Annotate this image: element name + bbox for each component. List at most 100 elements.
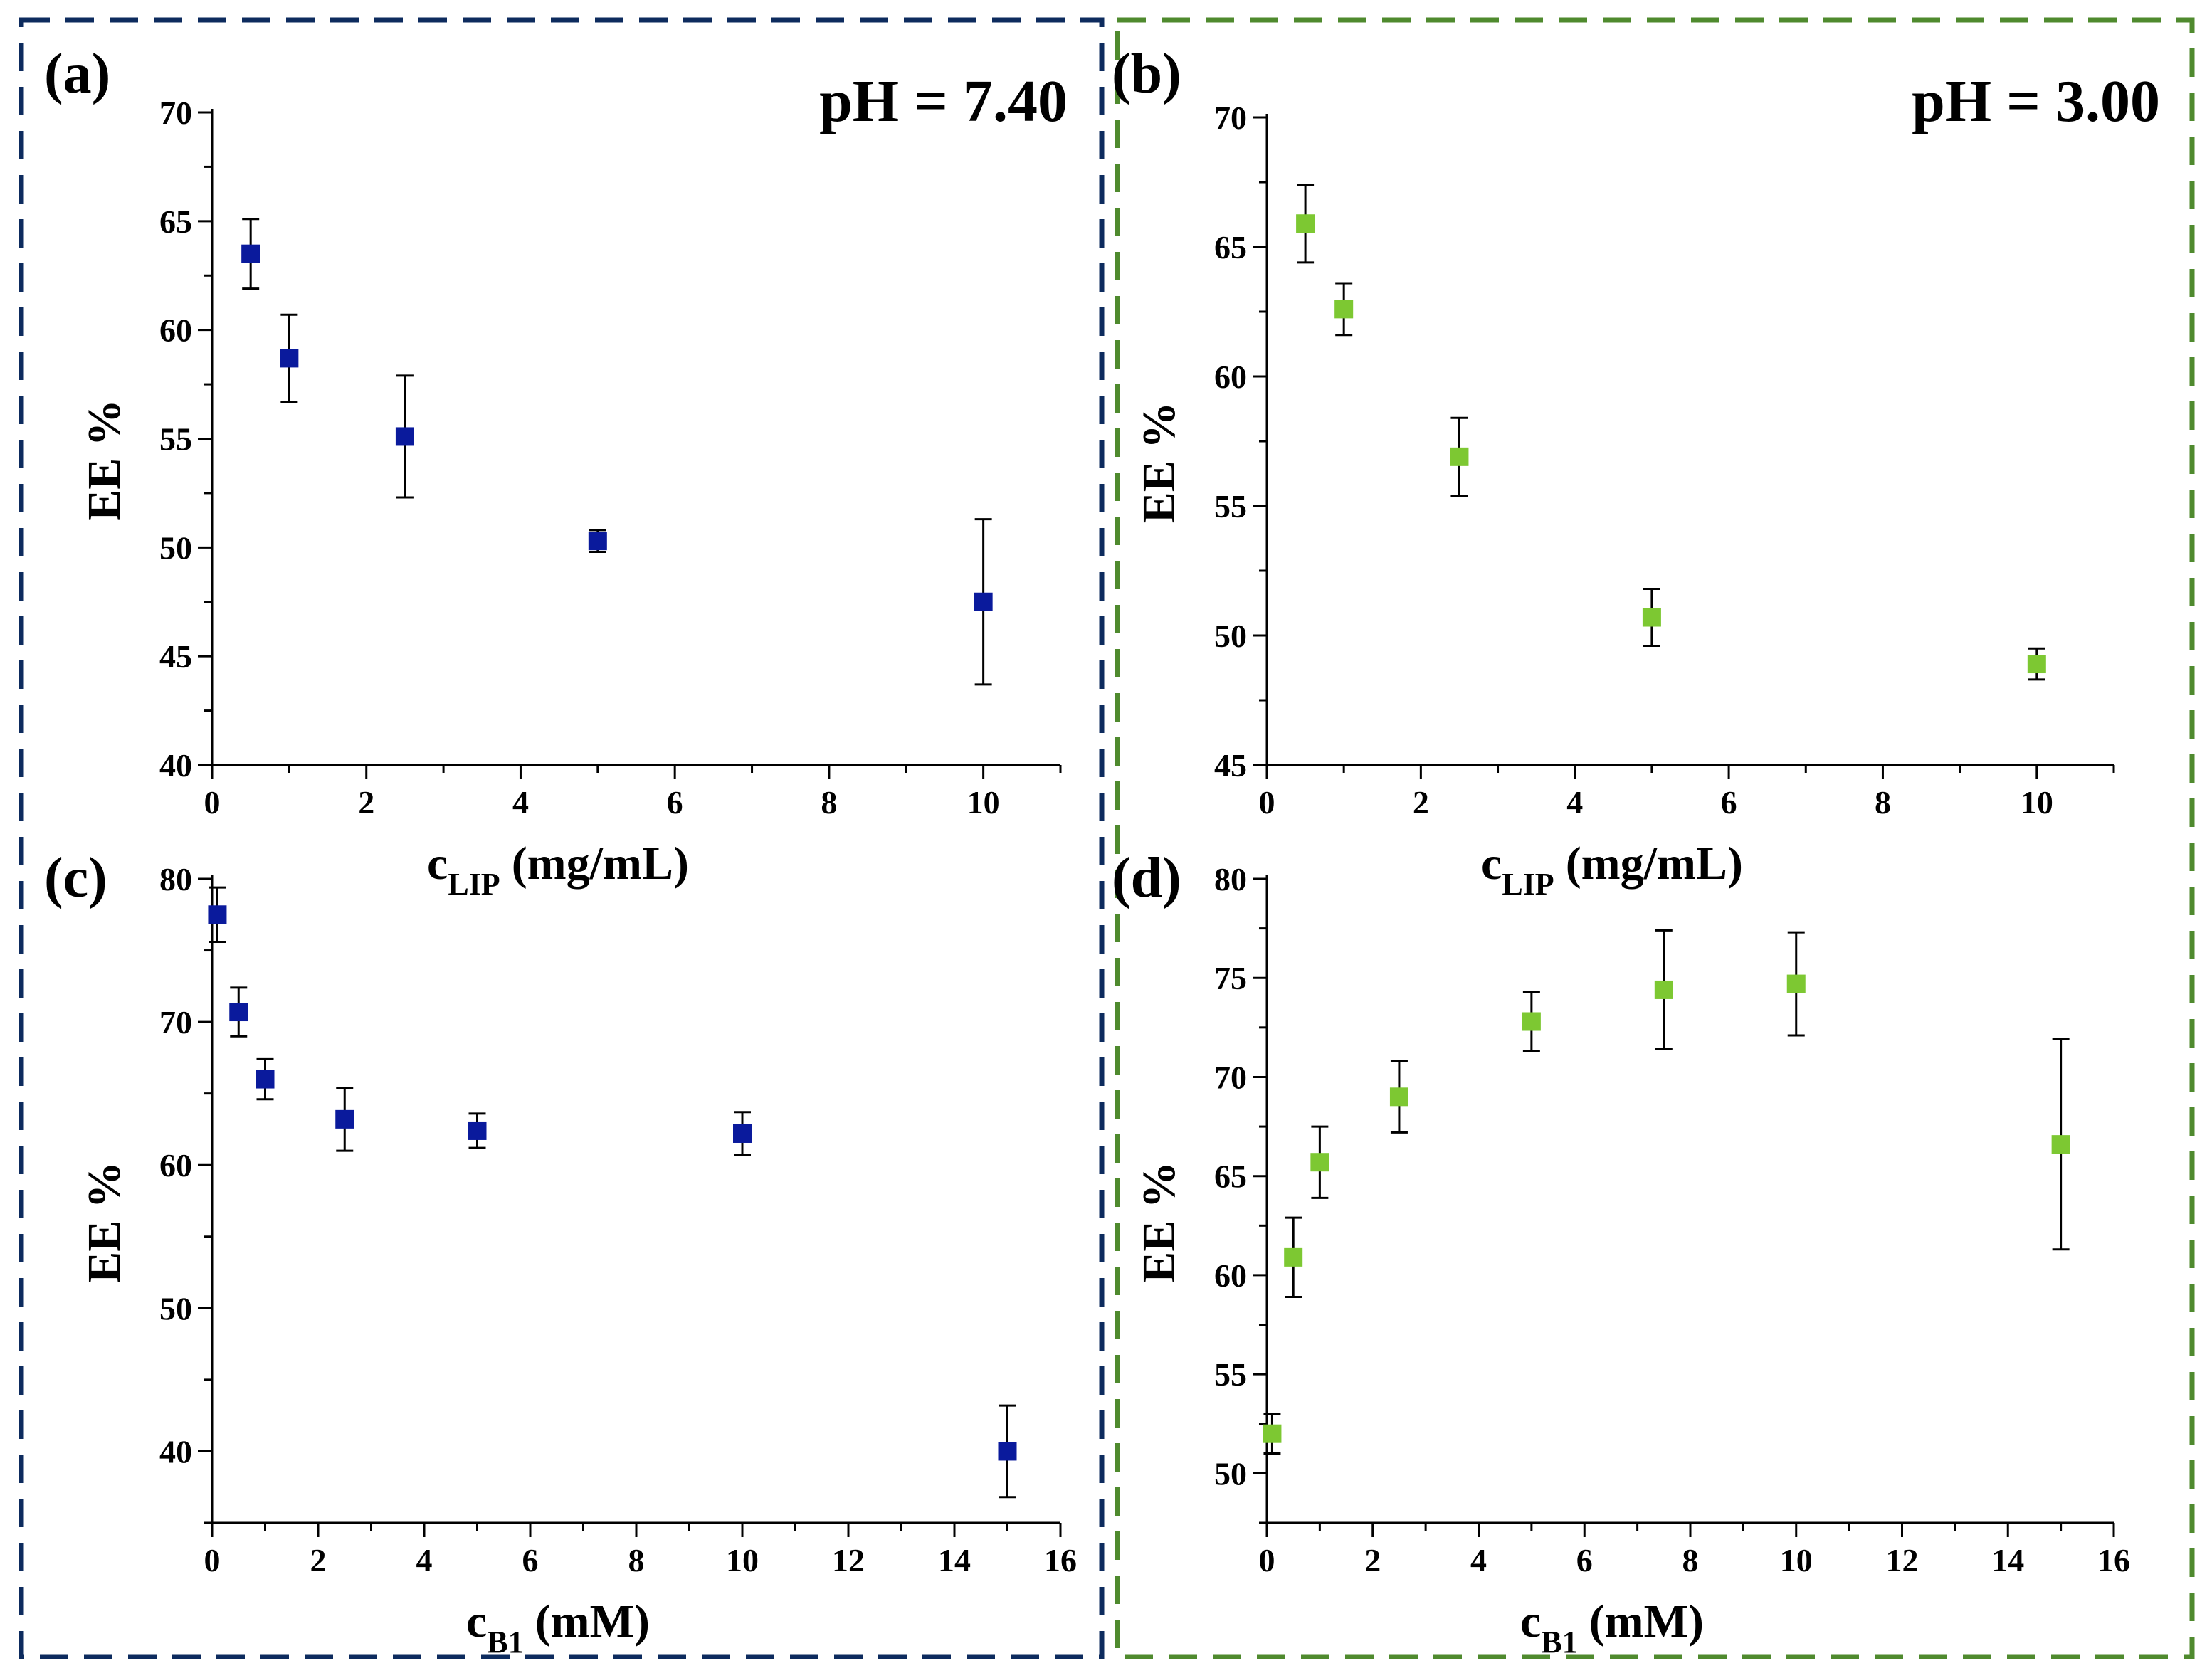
x-axis-label: cLIP (mg/mL) — [1481, 838, 1743, 902]
x-axis-label-sub: B1 — [487, 1625, 523, 1659]
panel-label: (a) — [44, 43, 110, 105]
x-axis-label-unit: (mM) — [1589, 1595, 1704, 1647]
y-tick-label: 70 — [1214, 100, 1247, 136]
x-tick-label: 12 — [1886, 1542, 1919, 1578]
x-axis-label-sub: LIP — [448, 867, 500, 902]
x-axis-label: cB1 (mM) — [466, 1595, 650, 1659]
x-axis-label-main: c — [1481, 838, 1502, 890]
x-axis-label-sub: B1 — [1541, 1625, 1577, 1659]
data-point — [241, 244, 260, 263]
y-tick-label: 50 — [159, 1290, 192, 1326]
panel-c-chart: (c) 40 50 60 70 80 0 2 4 6 8 10 12 14 16 cB1 (mM) EE % — [44, 847, 1077, 1659]
ph30-frame — [1115, 17, 2195, 1659]
y-tick-label: 55 — [1214, 1356, 1247, 1393]
data-point — [1284, 1247, 1303, 1267]
x-tick-label: 8 — [628, 1542, 645, 1578]
data-point — [1522, 1012, 1541, 1031]
x-tick-label: 6 — [1721, 784, 1737, 820]
y-tick-label: 70 — [1214, 1059, 1247, 1095]
data-point — [1654, 980, 1673, 999]
y-tick-label: 70 — [159, 1004, 192, 1040]
y-tick-label: 50 — [159, 529, 192, 566]
panel-a-chart: (a) 40 45 50 55 60 65 70 0 2 4 6 8 10 cLIP (mg/mL) EE % — [44, 43, 1062, 902]
data-point — [468, 1121, 487, 1140]
x-axis-label-unit: (mg/mL) — [512, 838, 689, 890]
x-axis-label-unit: (mM) — [535, 1595, 650, 1647]
x-tick-label: 4 — [1566, 784, 1583, 820]
data-point — [229, 1003, 248, 1022]
x-axis-label-main: c — [427, 838, 448, 890]
data-point — [208, 905, 227, 924]
ph74-label: pH = 7.40 — [819, 68, 1068, 134]
y-tick-label: 55 — [159, 421, 192, 458]
data-point — [588, 532, 607, 551]
x-tick-label: 6 — [522, 1542, 539, 1578]
x-axis-label-sub: LIP — [1502, 867, 1554, 902]
data-point — [1296, 214, 1315, 233]
y-tick-label: 60 — [159, 1147, 192, 1183]
y-tick-label: 45 — [159, 638, 192, 675]
x-tick-label: 0 — [1259, 1542, 1275, 1578]
x-tick-label: 8 — [1682, 1542, 1699, 1578]
y-tick-label: 60 — [1214, 1257, 1247, 1294]
x-axis-label: cB1 (mM) — [1520, 1595, 1704, 1659]
x-tick-label: 6 — [667, 784, 683, 820]
data-point — [1334, 300, 1354, 319]
x-tick-label: 10 — [2021, 784, 2053, 820]
y-axis-label: EE % — [1133, 1161, 1185, 1283]
x-tick-label: 8 — [821, 784, 837, 820]
y-axis-label: EE % — [78, 1161, 130, 1283]
panel-b-chart: (b) 45 50 55 60 65 70 0 2 4 6 8 10 cLIP (mg/mL) EE % — [1112, 43, 2115, 902]
y-tick-label: 55 — [1214, 488, 1247, 524]
x-tick-label: 14 — [938, 1542, 971, 1578]
y-tick-label: 80 — [1214, 861, 1247, 897]
y-tick-label: 60 — [159, 312, 192, 349]
x-axis-label: cLIP (mg/mL) — [427, 838, 689, 902]
data-point — [395, 427, 414, 446]
x-tick-label: 2 — [1413, 784, 1429, 820]
data-point — [1786, 974, 1806, 993]
x-tick-label: 8 — [1875, 784, 1891, 820]
x-tick-label: 10 — [1780, 1542, 1813, 1578]
ph30-label: pH = 3.00 — [1912, 68, 2160, 134]
data-point — [998, 1442, 1017, 1461]
data-point — [1450, 447, 1469, 466]
x-tick-label: 4 — [416, 1542, 433, 1578]
y-tick-label: 60 — [1214, 359, 1247, 395]
y-tick-label: 40 — [159, 747, 192, 783]
data-point — [280, 349, 299, 368]
y-tick-label: 45 — [1214, 747, 1247, 783]
y-tick-label: 80 — [159, 861, 192, 897]
data-point — [1642, 608, 1661, 627]
y-tick-label: 65 — [1214, 1159, 1247, 1195]
data-point — [2027, 655, 2046, 674]
x-tick-label: 16 — [1044, 1542, 1077, 1578]
x-tick-label: 2 — [310, 1542, 327, 1578]
y-tick-label: 70 — [159, 95, 192, 131]
y-tick-label: 65 — [159, 204, 192, 240]
data-point — [256, 1070, 275, 1089]
data-point — [1389, 1087, 1408, 1107]
panel-d-chart: (d) 50 55 60 65 70 75 80 0 2 4 6 8 10 12 14 16 cB1 (mM) EE … — [1112, 847, 2130, 1659]
x-tick-label: 14 — [1991, 1542, 2024, 1578]
x-tick-label: 4 — [512, 784, 529, 820]
y-axis-label: EE % — [78, 399, 130, 521]
data-point — [974, 592, 993, 611]
data-point — [733, 1124, 752, 1143]
data-point — [1263, 1424, 1282, 1443]
y-tick-label: 40 — [159, 1433, 192, 1469]
y-tick-label: 65 — [1214, 229, 1247, 265]
panel-label: (b) — [1112, 43, 1181, 105]
x-axis-label-unit: (mg/mL) — [1566, 838, 1743, 890]
x-tick-label: 6 — [1576, 1542, 1593, 1578]
x-axis-label-main: c — [1520, 1595, 1541, 1647]
ph74-frame — [19, 17, 1105, 1659]
x-tick-label: 0 — [1259, 784, 1275, 820]
x-tick-label: 0 — [204, 784, 221, 820]
x-tick-label: 0 — [204, 1542, 221, 1578]
x-tick-label: 12 — [832, 1542, 865, 1578]
y-tick-label: 50 — [1214, 1455, 1247, 1492]
y-axis-label: EE % — [1133, 402, 1185, 524]
x-tick-label: 10 — [967, 784, 1000, 820]
